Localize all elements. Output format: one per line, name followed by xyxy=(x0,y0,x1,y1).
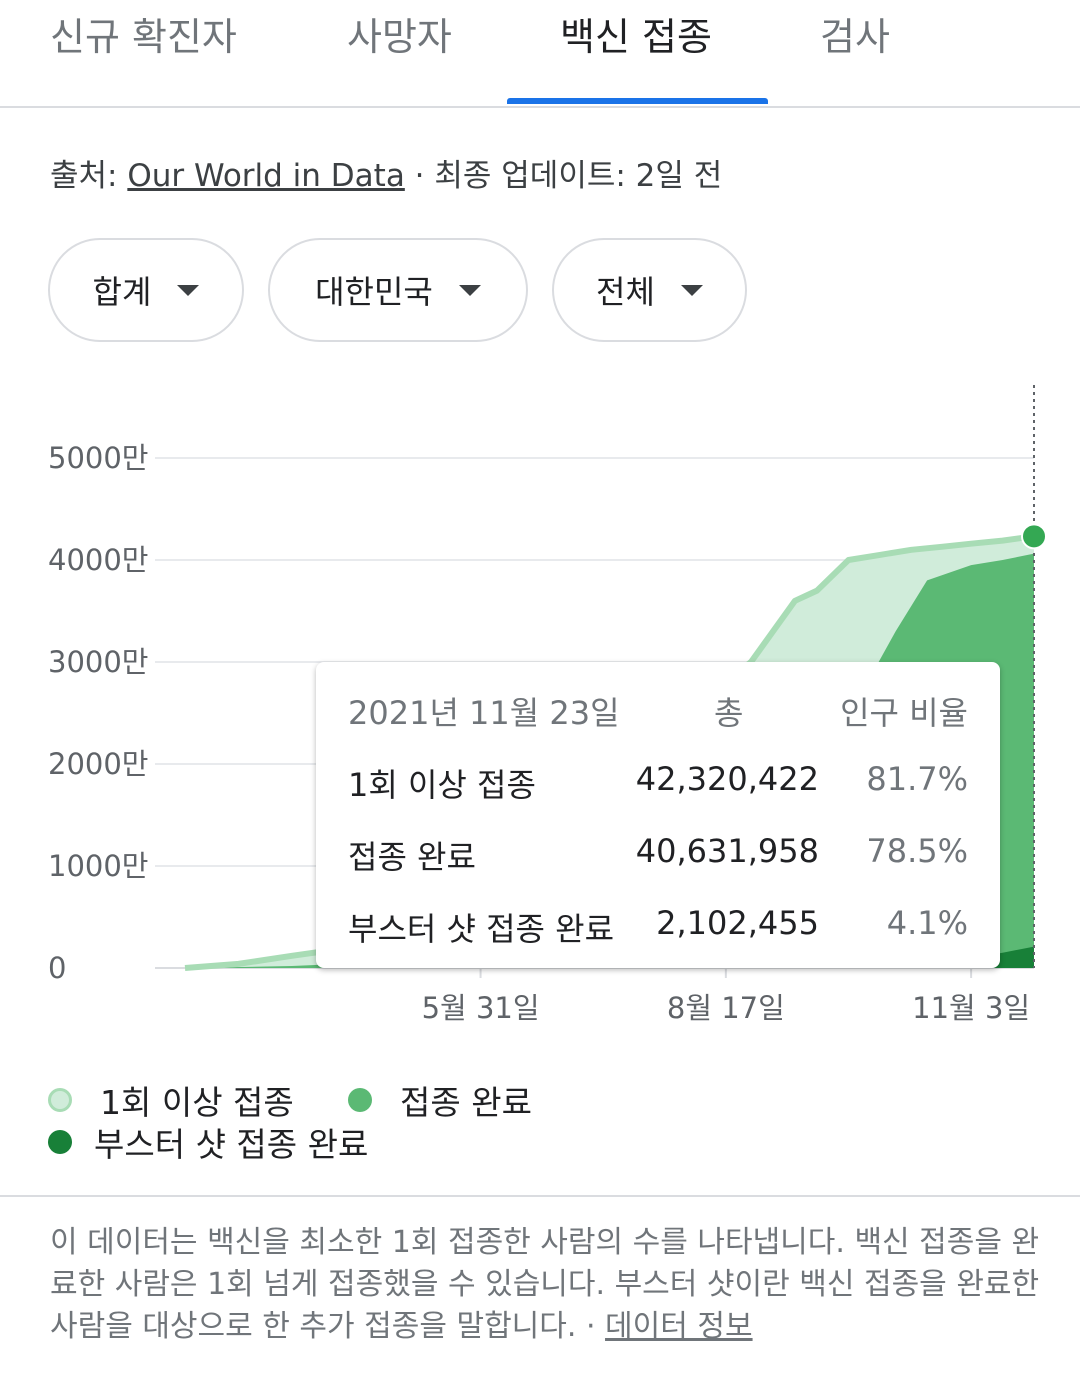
footnote-text: 이 데이터는 백신을 최소한 1회 접종한 사람의 수를 나타냅니다. 백신 접… xyxy=(50,1225,1040,1344)
legend-swatch-icon xyxy=(348,1088,372,1112)
tab-deaths[interactable]: 사망자 xyxy=(347,15,452,59)
tab-vaccinations[interactable]: 백신 접종 xyxy=(560,15,712,59)
caret-down-icon xyxy=(680,284,703,296)
legend-booster[interactable]: 부스터 샷 접종 완료 xyxy=(48,1118,368,1166)
tooltip-row-value: 40,631,958 xyxy=(635,832,819,870)
y-axis-tick-label: 5000만 xyxy=(48,441,148,475)
active-tab-indicator xyxy=(507,98,768,104)
region-dropdown-label: 대한민국 xyxy=(315,273,433,311)
x-axis-tick-label: 11월 3일 xyxy=(912,991,1030,1025)
metric-dropdown-label: 합계 xyxy=(92,273,152,311)
data-info-link[interactable]: 데이터 정보 xyxy=(605,1309,753,1344)
y-axis-tick-label: 2000만 xyxy=(48,747,148,781)
tooltip-row-value: 2,102,455 xyxy=(656,904,819,942)
x-axis-tick-label: 5월 31일 xyxy=(422,991,540,1025)
scope-dropdown[interactable]: 전체 xyxy=(552,238,747,342)
divider xyxy=(0,1195,1080,1197)
tab-bar: 신규 확진자 사망자 백신 접종 검사 xyxy=(0,0,1080,108)
legend-swatch-icon xyxy=(48,1130,72,1154)
tooltip-ratio-header: 인구 비율 xyxy=(840,694,968,732)
tooltip-row-label: 접종 완료 xyxy=(348,838,476,876)
legend-label: 접종 완료 xyxy=(400,1083,532,1122)
y-axis-tick-label: 4000만 xyxy=(48,543,148,577)
tooltip-date: 2021년 11월 23일 xyxy=(348,694,620,732)
source-link[interactable]: Our World in Data xyxy=(127,158,405,194)
tooltip-row-value: 42,320,422 xyxy=(635,760,819,798)
tab-tests[interactable]: 검사 xyxy=(820,15,890,59)
data-footnote: 이 데이터는 백신을 최소한 1회 접종한 사람의 수를 나타냅니다. 백신 접… xyxy=(50,1222,1040,1348)
last-updated: · 최종 업데이트: 2일 전 xyxy=(404,158,723,194)
caret-down-icon xyxy=(458,284,481,296)
chart-tooltip: 2021년 11월 23일 총 인구 비율 1회 이상 접종 42,320,42… xyxy=(316,662,1000,968)
metric-dropdown[interactable]: 합계 xyxy=(48,238,244,342)
source-prefix: 출처: xyxy=(50,158,128,194)
y-axis-tick-label: 3000만 xyxy=(48,645,148,679)
region-dropdown[interactable]: 대한민국 xyxy=(268,238,528,342)
tooltip-row-label: 1회 이상 접종 xyxy=(348,766,536,804)
source-line: 출처: Our World in Data · 최종 업데이트: 2일 전 xyxy=(50,150,722,195)
legend-at-least-one-dose[interactable]: 1회 이상 접종 xyxy=(48,1076,294,1124)
legend-swatch-icon xyxy=(48,1088,72,1112)
legend-label: 1회 이상 접종 xyxy=(100,1083,294,1122)
tooltip-row-pct: 78.5% xyxy=(866,832,968,870)
caret-down-icon xyxy=(177,284,200,296)
tooltip-row-label: 부스터 샷 접종 완료 xyxy=(348,910,615,948)
y-axis-tick-label: 1000만 xyxy=(48,849,148,883)
tooltip-row-pct: 4.1% xyxy=(886,904,968,942)
y-axis-tick-label: 0 xyxy=(48,951,66,985)
legend-fully-vaccinated[interactable]: 접종 완료 xyxy=(348,1076,532,1124)
x-axis-tick-label: 8월 17일 xyxy=(667,991,785,1025)
tab-new-cases[interactable]: 신규 확진자 xyxy=(50,15,237,59)
tooltip-total-header: 총 xyxy=(714,694,744,732)
scope-dropdown-label: 전체 xyxy=(596,273,655,311)
legend-label: 부스터 샷 접종 완료 xyxy=(94,1125,369,1164)
hover-point xyxy=(1021,523,1047,550)
tooltip-row-pct: 81.7% xyxy=(866,760,968,798)
